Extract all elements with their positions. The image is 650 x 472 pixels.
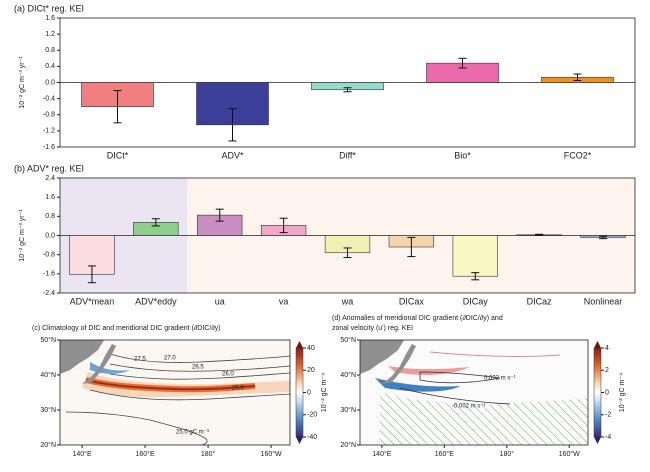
x-tick-label: Nonlinear bbox=[584, 296, 623, 306]
colorbar-tick-label: -4 bbox=[605, 434, 611, 441]
colorbar-tick-label: -20 bbox=[307, 412, 317, 419]
y-tick-label: -0.8 bbox=[43, 252, 55, 259]
y-tick-label: 30°N bbox=[40, 406, 56, 414]
map-frame bbox=[59, 339, 291, 446]
y-axis-label: 10⁻² gC m⁻³ yr⁻¹ bbox=[19, 209, 26, 262]
y-tick-label: 2.4 bbox=[45, 175, 55, 182]
y-tick-label: 0.0 bbox=[45, 232, 55, 239]
y-tick-label: 0.8 bbox=[45, 213, 55, 220]
x-tick-label: 140°E bbox=[72, 450, 91, 458]
map-c-field bbox=[60, 340, 290, 445]
contour-label: 25.5 bbox=[232, 386, 244, 392]
x-tick-label: 180° bbox=[500, 450, 515, 458]
x-tick-label: 160°E bbox=[135, 450, 154, 458]
x-tick-label: DICt* bbox=[107, 150, 129, 160]
contour-label: 27.5 bbox=[134, 357, 146, 363]
y-tick-label: -0.8 bbox=[43, 112, 55, 119]
y-tick-label: 1.6 bbox=[45, 15, 55, 22]
x-tick-label: ADV*mean bbox=[70, 296, 115, 306]
colorbar-tick-label: -2 bbox=[605, 412, 611, 419]
axes-frame bbox=[59, 177, 636, 294]
x-tick-label: 180° bbox=[201, 450, 216, 458]
x-tick-label: 160°W bbox=[559, 450, 580, 458]
y-tick-label: 0.0 bbox=[45, 79, 55, 86]
y-tick-label: -1.6 bbox=[43, 271, 55, 278]
contour-label: 25.0 gC m⁻³ bbox=[176, 430, 209, 436]
colorbar-extend bbox=[594, 437, 601, 444]
axes-frame bbox=[59, 17, 636, 148]
panel-title: zonal velocity (u') reg. KEI bbox=[332, 325, 413, 332]
y-tick-label: -1.2 bbox=[43, 128, 55, 135]
colorbar-tick-label: 20 bbox=[307, 367, 315, 374]
contour-label: 26.5 bbox=[192, 365, 204, 371]
colorbar-tick-label: 4 bbox=[605, 345, 609, 352]
colorbar bbox=[593, 347, 602, 438]
x-tick-label: ua bbox=[215, 296, 225, 306]
map-d-field bbox=[360, 340, 588, 445]
colorbar-tick-label: 0 bbox=[605, 389, 609, 396]
y-tick-label: 1.2 bbox=[45, 31, 55, 38]
y-tick-label: -0.4 bbox=[43, 95, 55, 102]
x-tick-label: va bbox=[279, 296, 289, 306]
colorbar-extend bbox=[296, 437, 303, 444]
colorbar bbox=[295, 347, 304, 438]
x-tick-label: Bio* bbox=[454, 150, 471, 160]
panel-title: (b) ADV* reg. KEI bbox=[14, 163, 84, 173]
panel-title: (c) Climatology of DIC and meridional DI… bbox=[32, 325, 221, 332]
y-tick-label: 30°N bbox=[340, 406, 356, 414]
y-axis-label: 10⁻² gC m⁻³ yr⁻¹ bbox=[19, 56, 26, 109]
contour-label: 0.002 m s⁻¹ bbox=[484, 376, 516, 382]
colorbar-tick-label: 2 bbox=[605, 367, 609, 374]
colorbar-label: 10⁻² gC m⁻⁴ bbox=[321, 373, 328, 412]
y-tick-label: 20°N bbox=[340, 441, 356, 449]
colorbar-label: 10⁻² gC m⁻⁴ bbox=[619, 373, 626, 412]
colorbar-tick-label: 40 bbox=[307, 345, 315, 352]
contour-label: 27.0 bbox=[164, 356, 176, 362]
x-tick-label: 160°E bbox=[435, 450, 454, 458]
x-tick-label: ADV*eddy bbox=[135, 296, 177, 306]
x-tick-label: wa bbox=[341, 296, 354, 306]
colorbar-tick-label: 0 bbox=[307, 389, 311, 396]
bar bbox=[452, 235, 498, 277]
y-tick-label: 50°N bbox=[340, 336, 356, 344]
y-tick-label: 40°N bbox=[40, 371, 56, 379]
contour-label: 26.0 bbox=[222, 372, 234, 378]
y-tick-label: 40°N bbox=[340, 371, 356, 379]
colorbar-tick-label: -40 bbox=[307, 434, 317, 441]
colorbar-extend bbox=[594, 341, 601, 348]
y-tick-label: -2.4 bbox=[43, 290, 55, 297]
x-tick-label: DICay bbox=[463, 296, 489, 306]
y-tick-label: 50°N bbox=[40, 336, 56, 344]
contour-label: -0.002 m s⁻¹ bbox=[452, 404, 486, 410]
y-tick-label: 0.4 bbox=[45, 63, 55, 70]
map-frame bbox=[359, 339, 589, 446]
x-tick-label: Diff* bbox=[339, 150, 356, 160]
x-tick-label: 160°W bbox=[261, 450, 282, 458]
x-tick-label: ADV* bbox=[221, 150, 244, 160]
y-tick-label: -1.6 bbox=[43, 144, 55, 151]
y-tick-label: 20°N bbox=[40, 441, 56, 449]
panel-title: (a) DICt* reg. KEI bbox=[14, 3, 84, 13]
colorbar-extend bbox=[296, 341, 303, 348]
x-tick-label: FCO2* bbox=[564, 150, 592, 160]
y-tick-label: 0.8 bbox=[45, 47, 55, 54]
x-tick-label: DICaz bbox=[527, 296, 553, 306]
x-tick-label: 140°E bbox=[372, 450, 391, 458]
x-tick-label: DICax bbox=[399, 296, 425, 306]
panel-title: (d) Anomalies of meridional DIC gradient… bbox=[332, 315, 503, 322]
y-tick-label: 1.6 bbox=[45, 194, 55, 201]
